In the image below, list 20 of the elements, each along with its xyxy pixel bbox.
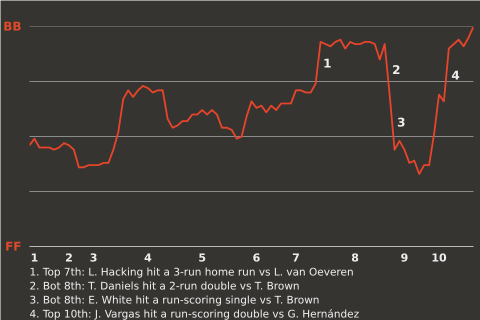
- annotation: 1: [323, 56, 332, 70]
- x-tick-label: 6: [252, 252, 261, 264]
- text: 3. Bot 8th: E. White hit a run-scoring single vs T. Brown: [30, 294, 320, 306]
- x-tick-label: 8: [351, 252, 359, 264]
- x-tick-label: 4: [144, 252, 152, 264]
- x-tick-label: 3: [90, 252, 98, 264]
- annotation: 4: [451, 68, 460, 82]
- text: 4. Top 10th: J. Vargas hit a run-scoring double vs G. Hernández: [30, 308, 360, 320]
- annotation: 3: [397, 116, 406, 130]
- x-tick-label: 9: [400, 252, 408, 264]
- text: 2. Bot 8th: T. Daniels hit a 2-run double vs T. Brown: [30, 280, 300, 292]
- annotation: 2: [392, 62, 401, 77]
- x-tick-label: 1: [30, 252, 38, 264]
- x-tick-label: 10: [431, 252, 447, 264]
- text: FF: [5, 240, 22, 254]
- x-tick-label: 5: [198, 252, 206, 264]
- text: BB: [3, 20, 22, 34]
- text: 1. Top 7th: L. Hacking hit a 3-run home run vs L. van Oeveren: [30, 266, 354, 278]
- x-tick-label: 7: [292, 252, 300, 264]
- x-tick-label: 2: [65, 252, 73, 264]
